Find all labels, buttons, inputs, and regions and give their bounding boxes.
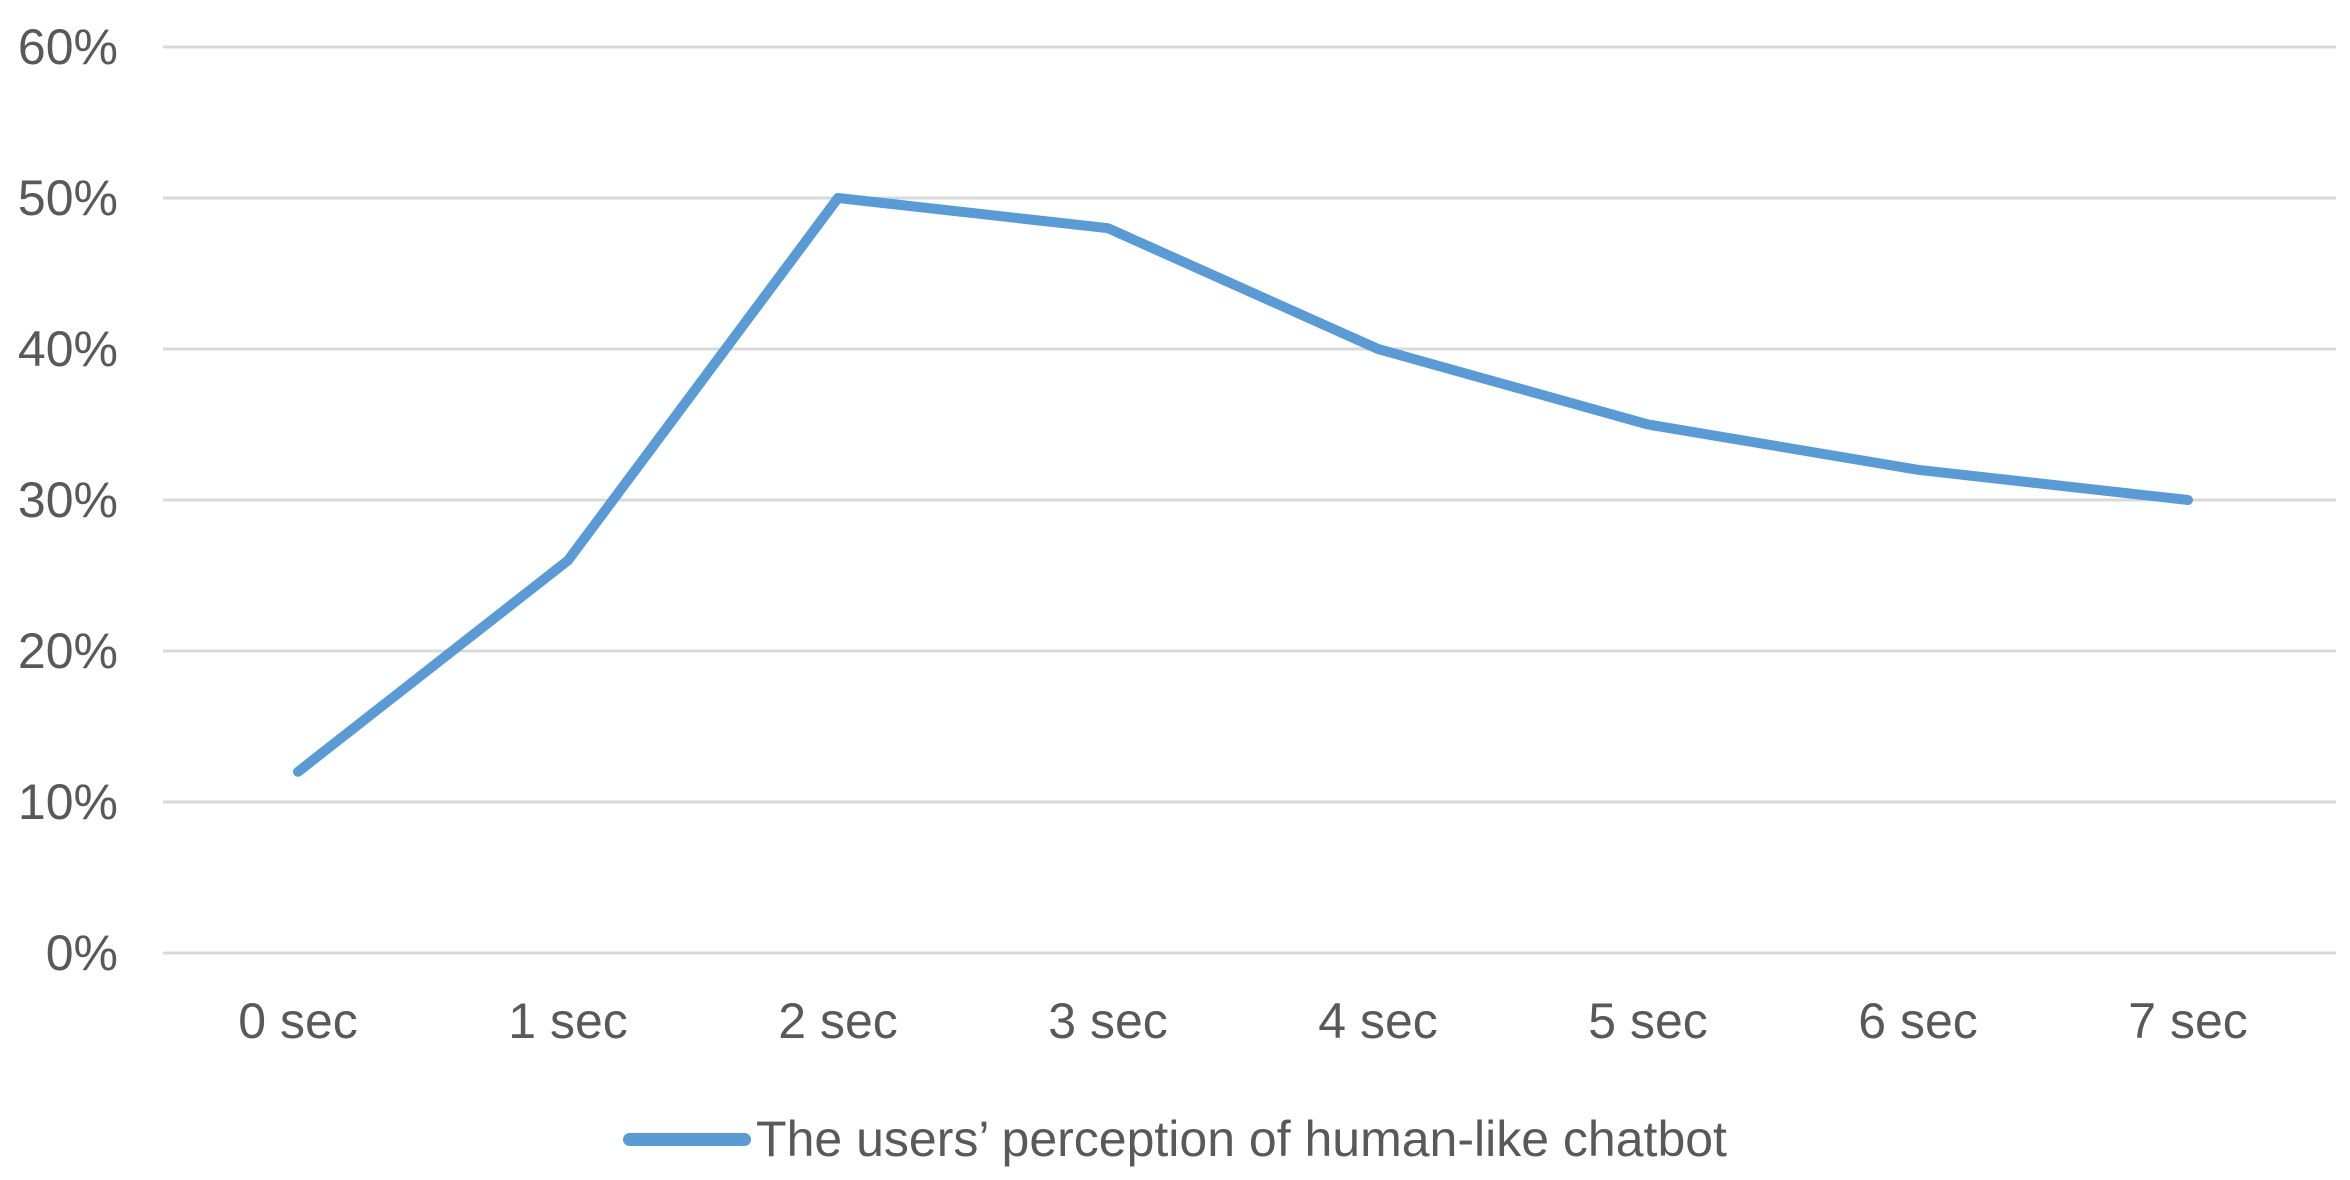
x-tick-label: 6 sec bbox=[1858, 993, 1978, 1049]
y-tick-label: 0% bbox=[45, 925, 118, 981]
x-tick-label: 7 sec bbox=[2128, 993, 2248, 1049]
x-tick-label: 2 sec bbox=[778, 993, 898, 1049]
x-tick-label: 1 sec bbox=[508, 993, 628, 1049]
legend-label: The users’ perception of human-like chat… bbox=[756, 1111, 1727, 1167]
y-tick-label: 30% bbox=[17, 472, 118, 528]
y-tick-label: 20% bbox=[17, 623, 118, 679]
x-tick-label: 0 sec bbox=[238, 993, 358, 1049]
x-tick-label: 5 sec bbox=[1588, 993, 1708, 1049]
y-tick-label: 60% bbox=[17, 19, 118, 75]
y-tick-label: 10% bbox=[17, 774, 118, 830]
series-line bbox=[293, 193, 2193, 777]
y-tick-label: 40% bbox=[17, 321, 118, 377]
legend-line-swatch-icon bbox=[623, 1132, 752, 1146]
x-tick-label: 3 sec bbox=[1048, 993, 1168, 1049]
x-tick-label: 4 sec bbox=[1318, 993, 1438, 1049]
y-tick-label: 50% bbox=[17, 170, 118, 226]
